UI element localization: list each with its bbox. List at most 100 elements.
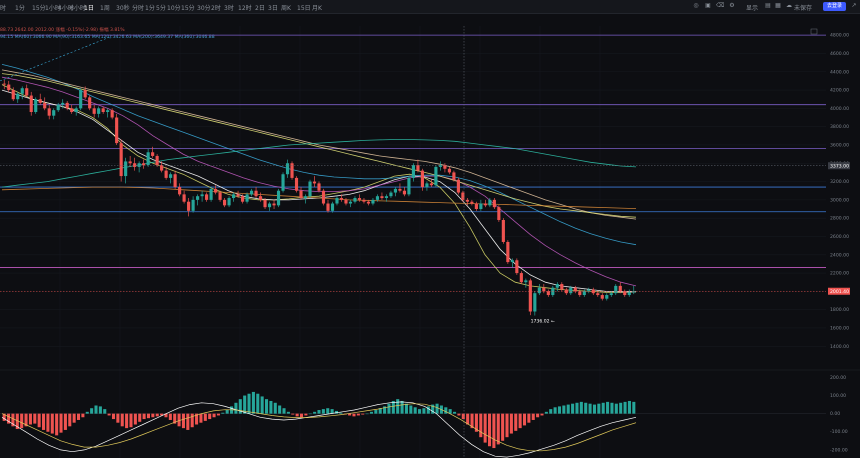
layout-icon[interactable]: ▦ xyxy=(775,2,781,9)
macd-bar xyxy=(396,399,400,414)
candle-body xyxy=(25,88,29,96)
macd-bar xyxy=(308,413,312,415)
timeframe-19[interactable]: 周K xyxy=(281,5,291,12)
macd-dea-line xyxy=(1,403,637,452)
candle-body xyxy=(569,287,573,294)
settings-icon[interactable]: ⚙ xyxy=(729,2,735,9)
candle-body xyxy=(119,143,123,177)
timeframe-3[interactable]: 4小时 xyxy=(58,5,74,12)
macd-bar xyxy=(76,413,81,420)
candle-body xyxy=(281,174,285,191)
macd-bar xyxy=(116,413,120,423)
candle-body xyxy=(618,285,622,292)
candle-body xyxy=(169,174,173,178)
camera-icon[interactable]: ▣ xyxy=(705,2,711,9)
price-tick-label: 2600.00 xyxy=(830,234,849,240)
timeframe-5[interactable]: 1日 xyxy=(84,5,94,12)
screenshot-icon[interactable]: ◎ xyxy=(693,2,699,9)
timeframe-17[interactable]: 2日 xyxy=(255,5,265,12)
price-tick-label: 3800.00 xyxy=(830,124,849,130)
timeframe-20[interactable]: 15日 xyxy=(297,5,311,12)
candle-body xyxy=(393,188,398,193)
candle-body xyxy=(308,181,312,197)
timeframe-13[interactable]: 30分 xyxy=(197,5,211,12)
candle-body xyxy=(479,203,483,210)
candlesticks xyxy=(2,79,636,316)
price-tick-label: 2800.00 xyxy=(830,216,849,222)
candle-body xyxy=(470,201,474,204)
trash-icon[interactable]: ⌫ xyxy=(716,2,725,9)
macd-bar xyxy=(474,413,478,432)
candle-body xyxy=(178,187,182,195)
candle-body xyxy=(447,168,451,173)
timeframe-7[interactable]: 30秒 xyxy=(116,5,130,12)
candle-body xyxy=(106,110,110,113)
candle-body xyxy=(2,83,6,85)
candle-body xyxy=(501,219,505,242)
macd-tick-label: 100.00 xyxy=(830,393,846,399)
trend-line xyxy=(0,36,111,82)
candle-body xyxy=(47,108,51,116)
candle-body xyxy=(236,194,240,197)
candle-body xyxy=(56,104,60,111)
timeframe-12[interactable]: 15分 xyxy=(181,5,195,12)
candle-body xyxy=(483,203,487,206)
candle-body xyxy=(205,194,209,200)
timeframe-1[interactable]: 15分 xyxy=(32,5,46,12)
candle-body xyxy=(573,287,577,292)
macd-bar xyxy=(597,403,601,414)
macd-dif-line xyxy=(1,401,637,458)
share-icon[interactable]: ↗ xyxy=(851,2,857,9)
macd-bar xyxy=(409,405,413,414)
login-button[interactable]: 去登录 xyxy=(822,2,846,11)
macd-bar xyxy=(571,403,575,414)
macd-bar xyxy=(352,413,356,417)
candle-body xyxy=(348,201,353,204)
timeframe-6[interactable]: 1周 xyxy=(100,5,110,12)
save-icon[interactable]: ▤ xyxy=(765,2,771,9)
candle-body xyxy=(326,203,330,211)
timeframe-8[interactable]: 分时 xyxy=(132,5,145,12)
timeframe-16[interactable]: 12时 xyxy=(238,5,252,12)
timeframe-4[interactable]: 6小时 xyxy=(70,5,86,12)
timeframe-14[interactable]: 2时 xyxy=(211,5,221,12)
timeframe-15[interactable]: 3时 xyxy=(224,5,234,12)
macd-bar xyxy=(365,413,369,415)
candle-body xyxy=(83,90,87,98)
timeframe-10[interactable]: 5分 xyxy=(156,5,166,12)
macd-bar xyxy=(151,413,155,418)
macd-bar xyxy=(20,413,24,429)
timeframe-0[interactable]: 1分 xyxy=(15,5,25,12)
candle-body xyxy=(276,190,281,206)
moving-average-lines xyxy=(1,64,637,293)
display-menu[interactable]: 显示 xyxy=(746,5,759,12)
macd-bar xyxy=(632,401,636,414)
macd-bar xyxy=(46,413,50,432)
moving-average-line xyxy=(1,64,637,246)
candle-body xyxy=(115,117,119,144)
macd-bar xyxy=(146,413,151,419)
current-price-tag: 2001.40 xyxy=(828,287,850,295)
candle-body xyxy=(407,177,411,195)
candle-body xyxy=(335,198,339,204)
candle-body xyxy=(398,188,402,191)
macd-bar xyxy=(321,409,325,414)
macd-tick-label: -200.00 xyxy=(830,447,848,453)
candle-body xyxy=(294,177,299,191)
candle-body xyxy=(200,194,204,197)
candle-body xyxy=(330,203,335,211)
candle-body xyxy=(29,95,33,113)
candle-body xyxy=(209,188,213,200)
candle-body xyxy=(344,199,348,204)
timeframe-2[interactable]: 1小时 xyxy=(45,5,61,12)
timeframe-first[interactable]: 时 xyxy=(0,5,7,12)
timeframe-9[interactable]: 1分 xyxy=(145,5,155,12)
macd-bar xyxy=(234,402,238,414)
chart-canvas[interactable]: 200.00 100.00 0.00 -100.00 -200.00 4800.00 46… xyxy=(0,13,860,458)
candle-body xyxy=(7,84,11,91)
candle-body xyxy=(61,102,65,105)
timeframe-11[interactable]: 10分 xyxy=(167,5,181,12)
macd-bar xyxy=(531,413,535,420)
timeframe-21[interactable]: 月K xyxy=(312,5,322,12)
timeframe-18[interactable]: 3日 xyxy=(268,5,278,12)
